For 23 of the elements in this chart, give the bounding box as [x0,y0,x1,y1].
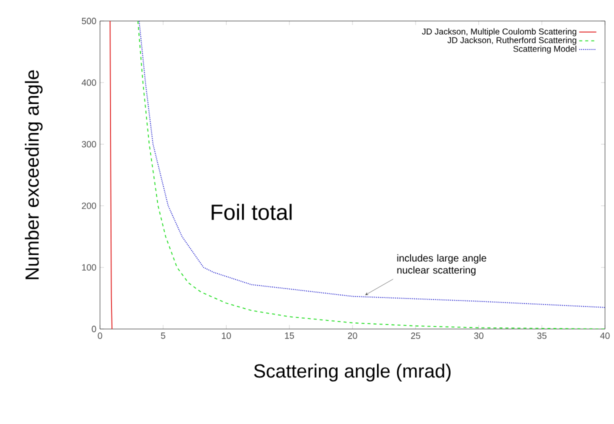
line-series [110,21,112,330]
x-tick-label: 5 [160,332,166,339]
x-tick-label: 25 [411,332,420,339]
x-tick-label: 35 [537,332,546,339]
x-tick-label: 20 [348,332,358,339]
legend-label: Scattering Model [513,46,576,54]
x-axis-title: Scattering angle (mrad) [254,364,451,382]
y-tick-label: 500 [82,18,96,24]
x-tick-label: 30 [474,332,484,339]
y-tick-label: 400 [82,79,96,86]
y-tick-label: 100 [82,264,96,271]
x-tick-label: 0 [98,332,102,339]
y-axis-title: Number exceeding angle [24,70,43,280]
y-tick-label: 200 [82,202,96,209]
y-tick-label: 300 [82,141,96,148]
annotation: Foil total [212,204,292,220]
legend-label: JD Jackson, Multiple Coulomb Scattering [422,28,576,36]
x-tick-label: 40 [600,332,610,339]
legend-label: JD Jackson, Rutherford Scattering [447,36,576,45]
x-tick-label: 10 [222,332,231,339]
x-tick-label: 15 [285,332,294,339]
y-tick-label: 0 [92,326,96,332]
annotation: includes large angle nuclear scattering [397,254,486,276]
